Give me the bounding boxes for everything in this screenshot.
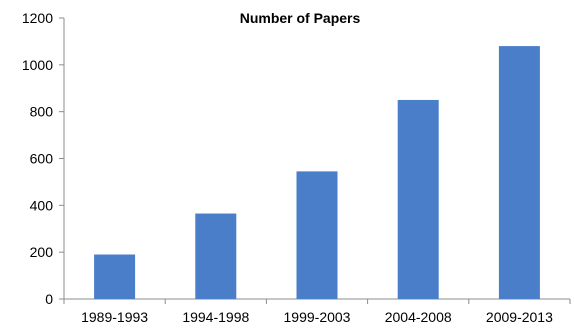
x-tick-label: 1999-2003 xyxy=(284,309,351,325)
bar-2009-2013 xyxy=(498,46,540,299)
x-axis: 1989-1993 1994-1998 1999-2003 2004-2008 2009… xyxy=(63,298,571,325)
y-tick-label: 600 xyxy=(30,151,54,167)
chart-title: Number of Papers xyxy=(240,10,361,26)
bar-1994-1998 xyxy=(195,213,237,299)
bar-2004-2008 xyxy=(397,99,439,299)
x-tick-label: 2009-2013 xyxy=(486,309,553,325)
y-tick-label: 400 xyxy=(30,197,54,213)
bar-1989-1993 xyxy=(94,254,136,299)
y-tick-label: 800 xyxy=(30,104,54,120)
y-tick-label: 0 xyxy=(45,291,53,307)
bar-1999-2003 xyxy=(296,171,338,299)
y-axis: 0 200 400 600 800 1000 1200 xyxy=(22,10,65,307)
bars xyxy=(94,46,540,299)
y-tick-label: 1000 xyxy=(22,57,53,73)
x-tick-label: 1994-1998 xyxy=(182,309,249,325)
x-tick-label: 1989-1993 xyxy=(81,309,148,325)
y-tick-label: 1200 xyxy=(22,10,53,26)
x-tick-label: 2004-2008 xyxy=(385,309,452,325)
y-tick-label: 200 xyxy=(30,244,54,260)
